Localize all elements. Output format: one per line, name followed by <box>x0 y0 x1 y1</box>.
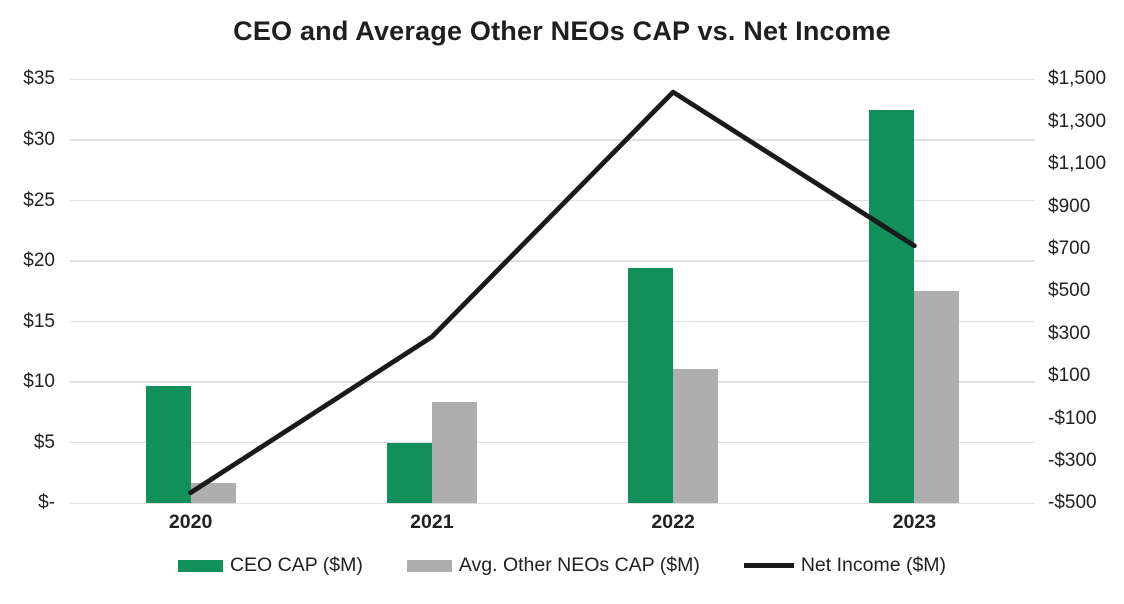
right-axis-tick-label: -$300 <box>1048 449 1097 471</box>
x-axis-label-2023: 2023 <box>892 511 937 533</box>
legend-item-0: CEO CAP ($M) <box>177 554 363 577</box>
right-axis-tick-label: $700 <box>1048 237 1091 259</box>
gridline <box>70 442 1035 444</box>
left-axis-tick-label: $5 <box>33 431 55 453</box>
x-axis-label-2021: 2021 <box>410 511 454 533</box>
bar-avg-other-neos-cap-2021 <box>431 401 477 504</box>
left-axis-tick-label: $25 <box>23 189 55 211</box>
left-axis-tick-label: $- <box>38 492 55 514</box>
right-axis-tick-label: $300 <box>1048 322 1091 344</box>
right-axis-tick-label: $1,100 <box>1048 153 1107 175</box>
left-axis-tick-label: $15 <box>23 310 55 332</box>
bar-ceo-cap-2020 <box>145 385 191 504</box>
gridline <box>70 260 1035 262</box>
legend-swatch-icon <box>406 559 452 572</box>
gridline <box>70 502 1035 504</box>
x-axis-label-2022: 2022 <box>651 511 695 533</box>
left-axis-tick-label: $35 <box>23 68 55 90</box>
bar-ceo-cap-2022 <box>628 268 674 504</box>
chart-title: CEO and Average Other NEOs CAP vs. Net I… <box>233 16 891 46</box>
left-axis-tick-label: $20 <box>23 250 55 272</box>
right-axis-tick-label: -$500 <box>1048 492 1097 514</box>
legend-swatch-icon <box>177 559 223 572</box>
gridline <box>70 78 1035 81</box>
legend-label: Net Income ($M) <box>800 554 947 576</box>
gridline <box>70 139 1035 141</box>
legend-line-icon <box>743 563 794 568</box>
legend: CEO CAP ($M) Avg. Other NEOs CAP ($M) Net … <box>0 554 1124 577</box>
legend-item-2: Net Income ($M) <box>743 554 947 577</box>
gridline <box>70 320 1035 323</box>
legend-label: CEO CAP ($M) <box>229 554 363 576</box>
right-axis-tick-label: $1,300 <box>1048 110 1107 132</box>
right-axis-tick-label: $900 <box>1048 195 1091 217</box>
bar-ceo-cap-2023 <box>869 109 915 504</box>
right-axis-tick-label: -$100 <box>1048 407 1097 429</box>
left-axis-tick-label: $30 <box>23 128 55 150</box>
legend-label: Avg. Other NEOs CAP ($M) <box>458 554 700 576</box>
right-axis-tick-label: $500 <box>1048 280 1091 302</box>
x-axis-label-2020: 2020 <box>168 511 213 533</box>
left-axis-tick-label: $10 <box>23 371 55 393</box>
bar-avg-other-neos-cap-2023 <box>914 291 960 504</box>
bar-avg-other-neos-cap-2022 <box>673 368 719 504</box>
legend-item-1: Avg. Other NEOs CAP ($M) <box>406 554 700 577</box>
right-axis-tick-label: $1,500 <box>1048 68 1107 90</box>
bar-ceo-cap-2021 <box>386 442 432 504</box>
gridline <box>70 199 1035 202</box>
right-axis-tick-label: $100 <box>1048 365 1091 387</box>
gridline <box>70 381 1035 383</box>
